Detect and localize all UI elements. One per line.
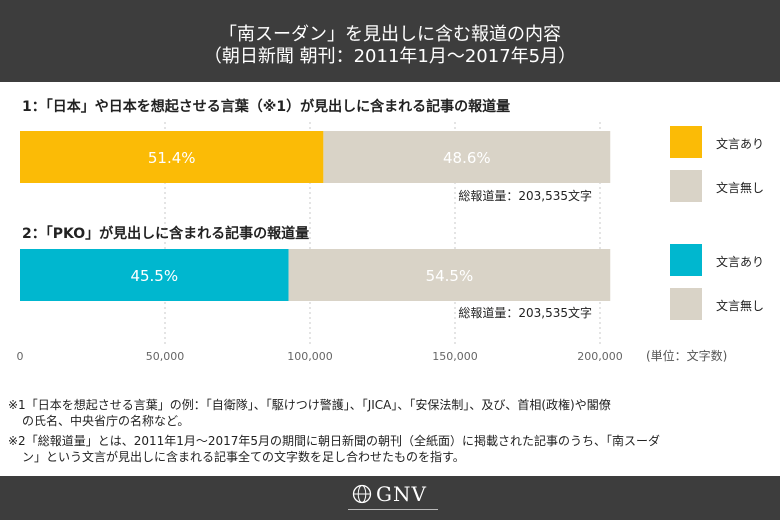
note2-line1: ※2「総報道量」とは、2011年1月〜2017年5月の期間に朝日新聞の朝刊（全紙… [8,434,661,448]
x-tick-label: 200,000 [577,350,623,363]
data-label: 45.5% [130,267,178,285]
title-line1: 「南スーダン」を見出しに含む報道の内容 [219,24,561,45]
note2-line2: ン」という文言が見出しに含まれる記事全ての文字数を足し合わせたものを指す。 [22,450,465,464]
chart-area: 51.4% 48.6% 45.5% 54.5% 0 50,000 100,000 150,00… [0,82,780,382]
legend-swatch-gray [670,288,702,320]
gnv-logo: GNV [348,482,438,516]
x-tick-label: 150,000 [432,350,478,363]
data-label: 54.5% [426,267,474,285]
bar-segment-1-1 [20,131,324,183]
x-tick-label: 50,000 [146,350,185,363]
legend-swatch-cyan [670,244,702,276]
legend-label: 文言無し [716,181,765,195]
legend-swatch-yellow [670,126,702,158]
bar-segment-2-1 [20,249,289,301]
stacked-bar-chart: 51.4% 48.6% 45.5% 54.5% 0 50,000 100,000 150,00… [17,122,623,363]
title-line2: （朝日新聞 朝刊：2011年1月〜2017年5月） [203,46,577,67]
legend-label: 文言あり [716,137,765,151]
bar-segment-2-2 [288,249,611,301]
x-tick-label: 0 [17,350,24,363]
data-label: 51.4% [148,149,196,167]
bar-segment-1-2 [323,131,611,183]
data-label: 48.6% [443,149,491,167]
legend-label: 文言あり [716,255,765,269]
note1-line2: の氏名、中央省庁の名称など。 [22,414,190,428]
section2-total: 総報道量：203,535文字 [458,306,592,320]
section2-title: 2：「PKO」が見出しに含まれる記事の報道量 [22,226,310,242]
logo-text: GNV [376,482,427,506]
globe-icon [352,484,372,504]
section1-title: 1：「日本」や日本を想起させる言葉（※1）が見出しに含まれる記事の報道量 [22,99,511,115]
section1-total: 総報道量：203,535文字 [458,189,592,203]
x-tick-label: 100,000 [287,350,333,363]
note1-line1: ※1「日本を想起させる言葉」の例：「自衛隊」、「駆けつけ警護」、「JICA」、「… [8,398,611,412]
legend-swatch-gray [670,170,702,202]
legend-label: 文言無し [716,299,765,313]
logo-underline [348,509,438,510]
unit-label: (単位：文字数) [646,349,728,363]
footer: GNV [0,476,780,520]
header: 「南スーダン」を見出しに含む報道の内容 （朝日新聞 朝刊：2011年1月〜201… [0,0,780,82]
